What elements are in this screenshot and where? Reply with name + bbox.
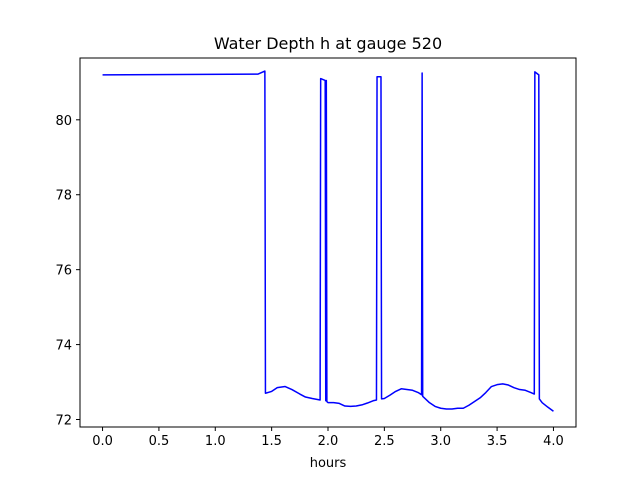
x-axis-label: hours — [310, 456, 347, 471]
y-tick-label: 74 — [55, 339, 72, 354]
x-tick-label: 1.0 — [205, 434, 226, 449]
x-tick-label: 3.0 — [430, 434, 451, 449]
x-tick-label: 4.0 — [543, 434, 564, 449]
x-tick-label: 0.0 — [92, 434, 113, 449]
series-layer — [102, 70, 554, 412]
x-tick-label: 0.5 — [149, 434, 170, 449]
x-tick-label: 3.5 — [487, 434, 508, 449]
x-tick-label: 2.0 — [318, 434, 339, 449]
y-tick-label: 80 — [55, 114, 72, 129]
y-tick-label: 72 — [55, 414, 72, 429]
y-axis: 72 74 76 78 80 — [55, 114, 80, 429]
y-tick-label: 76 — [55, 264, 72, 279]
x-axis: 0.0 0.5 1.0 1.5 2.0 2.5 3.0 3.5 4.0 — [92, 427, 564, 449]
plot-area — [80, 58, 576, 427]
x-tick-label: 1.5 — [261, 434, 282, 449]
x-tick-label: 2.5 — [374, 434, 395, 449]
series-line-1 — [102, 70, 554, 412]
y-tick-label: 78 — [55, 189, 72, 204]
chart-title: Water Depth h at gauge 520 — [214, 34, 442, 53]
